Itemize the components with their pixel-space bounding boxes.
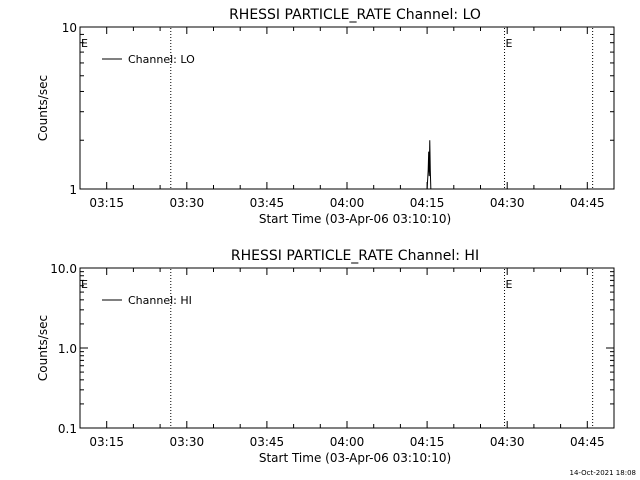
- lo-x-tick-label: 03:30: [170, 196, 205, 210]
- lo-y-tick-label: 10: [62, 21, 77, 35]
- hi-x-tick-label: 04:45: [570, 435, 605, 449]
- hi-x-tick-label: 04:00: [330, 435, 365, 449]
- hi-plot-frame: [79, 267, 615, 429]
- footer-timestamp: 14-Oct-2021 18:08: [570, 469, 636, 477]
- hi-x-tick-label: 04:30: [490, 435, 525, 449]
- lo-chart-title: RHESSI PARTICLE_RATE Channel: LO: [229, 7, 481, 23]
- hi-y-tick-label: 0.1: [58, 422, 77, 436]
- lo-x-tick-label: 04:45: [570, 196, 605, 210]
- lo-event-label: E: [506, 37, 513, 50]
- hi-chart-title: RHESSI PARTICLE_RATE Channel: HI: [231, 248, 479, 264]
- hi-start-label: E: [81, 278, 88, 291]
- lo-x-tick-label: 04:15: [410, 196, 445, 210]
- hi-x-tick-label: 03:45: [250, 435, 285, 449]
- hi-x-tick-label: 03:30: [170, 435, 205, 449]
- hi-event-label: E: [506, 278, 513, 291]
- lo-x-tick-label: 04:30: [490, 196, 525, 210]
- lo-legend-label: Channel: LO: [128, 53, 195, 66]
- lo-x-axis-label: Start Time (03-Apr-06 03:10:10): [259, 212, 451, 226]
- hi-legend-label: Channel: HI: [128, 294, 192, 307]
- lo-plot-frame: [79, 26, 615, 190]
- lo-x-tick-label: 03:15: [89, 196, 124, 210]
- hi-y-axis-label: Counts/sec: [36, 315, 50, 381]
- lo-start-label: E: [81, 37, 88, 50]
- lo-y-tick-label: 1: [69, 183, 77, 197]
- lo-series-line: [426, 140, 432, 190]
- hi-x-tick-label: 04:15: [410, 435, 445, 449]
- lo-x-tick-label: 04:00: [330, 196, 365, 210]
- hi-channel-chart: RHESSI PARTICLE_RATE Channel: HI 03:15 03:…: [36, 248, 615, 465]
- lo-y-axis-label: Counts/sec: [36, 75, 50, 141]
- lo-channel-chart: RHESSI PARTICLE_RATE Channel: LO 03:15 03:…: [36, 7, 615, 226]
- lo-x-tick-label: 03:45: [250, 196, 285, 210]
- hi-x-axis-label: Start Time (03-Apr-06 03:10:10): [259, 451, 451, 465]
- hi-y-tick-label: 10.0: [50, 262, 77, 276]
- hi-y-tick-label: 1.0: [58, 342, 77, 356]
- hi-x-tick-label: 03:15: [89, 435, 124, 449]
